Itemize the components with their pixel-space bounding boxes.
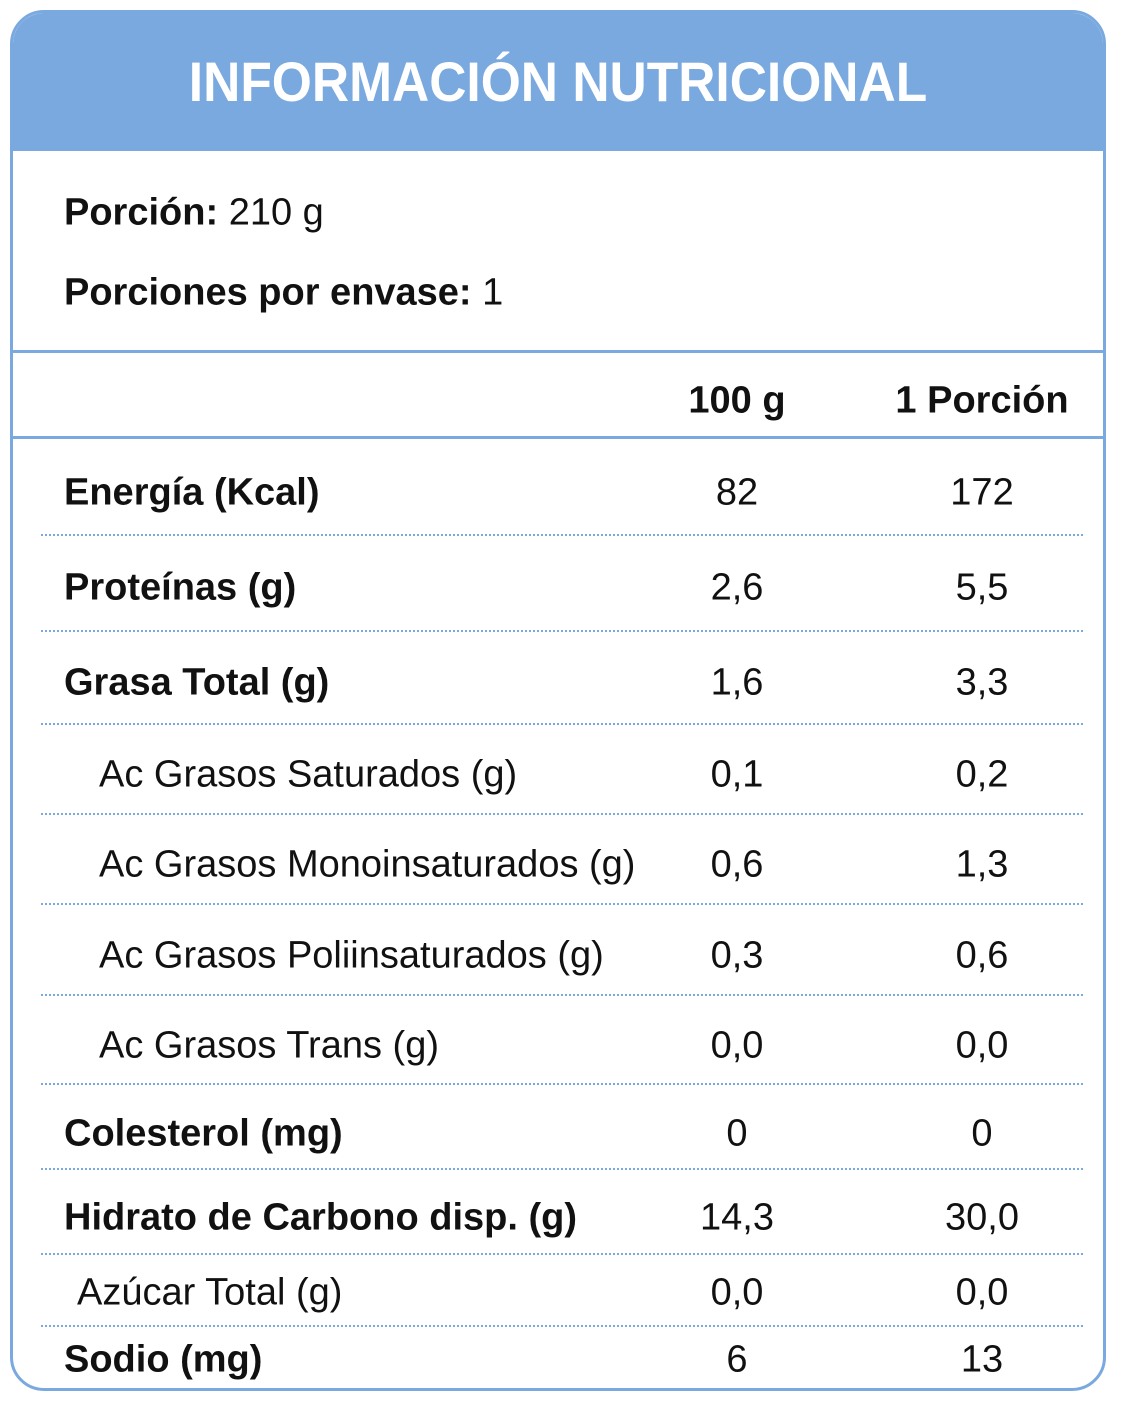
value-100g: 0,0 [710,1024,764,1067]
nutrient-label: Grasa Total (g) [64,661,330,704]
divider [13,350,1103,353]
value-portion: 172 [950,471,1014,514]
row-separator [41,813,1083,815]
nutrient-label: Azúcar Total (g) [77,1271,343,1314]
value-100g: 1,6 [710,661,764,704]
value-100g: 2,6 [710,566,764,609]
row-separator [41,1168,1083,1170]
nutrient-label: Sodio (mg) [64,1338,263,1381]
row-separator [41,1253,1083,1255]
value-portion: 5,5 [955,566,1009,609]
serving-label: Porción: [64,191,219,234]
row-separator [41,1083,1083,1085]
nutrition-panel: INFORMACIÓN NUTRICIONAL Porción: 210 g P… [10,10,1106,1391]
servings: Porciones por envase: 1 [64,272,503,315]
divider [13,436,1103,439]
nutrient-label: Energía (Kcal) [64,471,320,514]
servings-value: 1 [482,271,504,314]
row-separator [41,1325,1083,1327]
header-band: INFORMACIÓN NUTRICIONAL [13,13,1103,151]
value-100g: 82 [715,471,759,514]
row-separator [41,903,1083,905]
value-portion: 3,3 [955,661,1009,704]
value-portion: 0 [971,1112,993,1155]
value-100g: 0,1 [710,753,764,796]
nutrient-label: Hidrato de Carbono disp. (g) [64,1196,577,1239]
row-separator [41,994,1083,996]
nutrient-label: Proteínas (g) [64,566,297,609]
value-100g: 14,3 [700,1196,774,1239]
nutrient-label: Ac Grasos Monoinsaturados (g) [99,843,636,886]
column-header: 1 Porción [895,379,1069,422]
row-separator [41,630,1083,632]
serving-value: 210 g [228,191,324,234]
value-100g: 0,0 [710,1271,764,1314]
value-portion: 13 [960,1338,1004,1381]
value-portion: 0,0 [955,1024,1009,1067]
serving: Porción: 210 g [64,192,324,235]
nutrient-label: Ac Grasos Trans (g) [99,1024,439,1067]
value-portion: 0,2 [955,753,1009,796]
value-100g: 0,6 [710,843,764,886]
value-100g: 6 [726,1338,748,1381]
row-separator [41,723,1083,725]
value-portion: 0,6 [955,934,1009,977]
nutrient-label: Colesterol (mg) [64,1112,343,1155]
value-portion: 30,0 [945,1196,1019,1239]
title: INFORMACIÓN NUTRICIONAL [188,50,928,113]
row-separator [41,534,1083,536]
value-100g: 0 [726,1112,748,1155]
column-header: 100 g [688,379,786,422]
nutrient-label: Ac Grasos Saturados (g) [99,753,518,796]
value-portion: 0,0 [955,1271,1009,1314]
servings-label: Porciones por envase: [64,271,472,314]
value-100g: 0,3 [710,934,764,977]
value-portion: 1,3 [955,843,1009,886]
nutrient-label: Ac Grasos Poliinsaturados (g) [99,934,604,977]
